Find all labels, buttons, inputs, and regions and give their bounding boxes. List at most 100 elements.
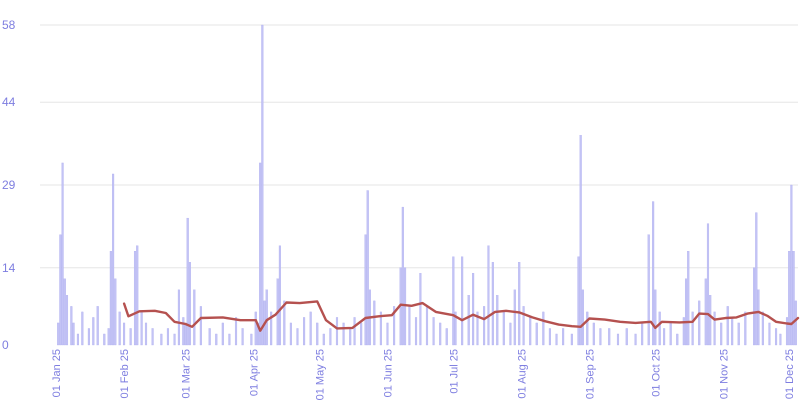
bar <box>562 328 565 346</box>
bar <box>682 317 685 346</box>
bar <box>254 311 257 346</box>
bar <box>496 295 499 346</box>
bar <box>401 206 404 346</box>
bar <box>419 273 422 346</box>
bar <box>107 328 110 346</box>
bar <box>360 322 363 346</box>
bar <box>483 306 486 346</box>
bar <box>744 311 747 346</box>
bar <box>166 328 170 346</box>
bar <box>698 300 701 346</box>
bar <box>790 184 793 346</box>
bar <box>112 173 115 346</box>
bar <box>625 328 628 346</box>
y-tick-label: 58 <box>2 18 16 32</box>
bar <box>476 311 479 346</box>
bar <box>184 322 187 346</box>
bar <box>133 251 137 346</box>
bar <box>173 333 176 346</box>
bar <box>329 328 332 346</box>
bar <box>542 311 545 346</box>
bar <box>713 311 716 346</box>
line-series <box>122 300 800 332</box>
bar <box>379 311 382 346</box>
bar <box>509 322 512 346</box>
bar <box>755 212 758 346</box>
bar <box>555 333 558 346</box>
bar <box>641 322 644 346</box>
bar <box>599 328 602 346</box>
y-axis-ticks: 0 14 29 44 58 <box>2 18 16 352</box>
bar <box>709 295 712 346</box>
bar <box>103 333 106 346</box>
bar <box>342 322 345 346</box>
bar <box>261 24 264 346</box>
bar <box>454 311 457 346</box>
bar <box>92 317 95 346</box>
bar <box>592 322 595 346</box>
bar <box>757 289 760 346</box>
bar <box>654 289 657 346</box>
bar <box>774 328 778 346</box>
bar <box>215 333 218 346</box>
bar <box>182 317 185 346</box>
bar <box>188 262 191 346</box>
bar <box>461 256 464 346</box>
bar <box>283 300 286 346</box>
bar <box>432 317 435 346</box>
bar <box>177 289 180 346</box>
y-tick-label: 14 <box>2 261 16 275</box>
bar <box>548 328 551 346</box>
bar <box>586 311 589 346</box>
bar <box>487 245 490 346</box>
bar <box>779 333 782 346</box>
bar <box>129 328 132 346</box>
bar <box>366 190 369 346</box>
bar <box>278 245 281 346</box>
bar <box>658 311 661 346</box>
bar <box>373 300 376 346</box>
bar <box>472 273 475 346</box>
bar <box>316 322 319 346</box>
bar <box>792 251 795 346</box>
bar <box>691 311 694 346</box>
x-tick-label: 01 May 25 <box>314 349 326 400</box>
bar <box>265 289 268 346</box>
grid-lines <box>40 24 798 269</box>
bar <box>335 317 339 346</box>
bar <box>221 322 224 346</box>
bar <box>570 333 573 346</box>
bar <box>140 311 143 346</box>
bar <box>57 322 60 346</box>
bar <box>579 135 582 346</box>
bar <box>452 256 455 346</box>
bar <box>289 322 292 346</box>
bar <box>160 333 163 346</box>
bar <box>199 306 202 346</box>
bar <box>208 328 211 346</box>
bar <box>303 317 306 346</box>
bar <box>439 322 442 346</box>
bar <box>109 251 112 346</box>
bar <box>234 317 238 346</box>
bar <box>114 278 117 346</box>
x-tick-label: 01 Apr 25 <box>249 349 261 396</box>
bar <box>535 322 538 346</box>
bar <box>794 300 797 346</box>
bar <box>193 289 196 346</box>
bar <box>349 328 352 346</box>
x-tick-label: 01 Sep 25 <box>584 349 596 399</box>
bar <box>186 217 189 346</box>
bar <box>386 322 389 346</box>
bar <box>118 311 121 346</box>
x-tick-label: 01 Dec 25 <box>784 349 796 399</box>
x-tick-label: 01 Feb 25 <box>119 349 131 399</box>
x-axis-ticks: 01 Jan 25 01 Feb 25 01 Mar 25 01 Apr 25 01 M… <box>51 349 796 400</box>
bar <box>408 306 411 346</box>
bar <box>59 234 62 346</box>
bar <box>296 328 299 346</box>
bar-series <box>57 24 797 346</box>
bar <box>353 317 356 346</box>
bar <box>684 278 688 346</box>
